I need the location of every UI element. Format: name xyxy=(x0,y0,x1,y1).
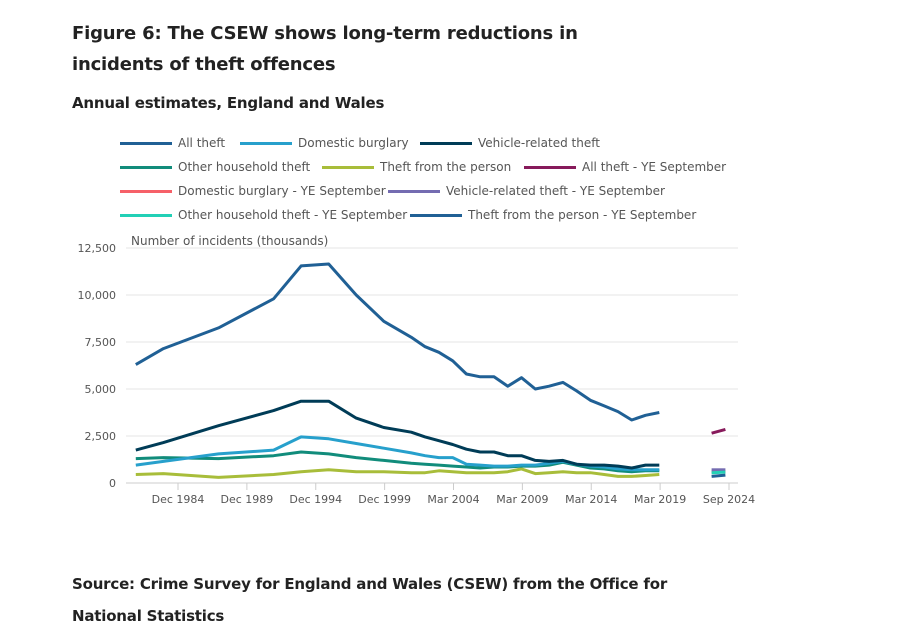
legend-label: Theft from the person - YE September xyxy=(468,208,697,222)
x-tick-label: Dec 1984 xyxy=(152,493,205,506)
x-tick-label: Sep 2024 xyxy=(703,493,755,506)
y-tick-label: 0 xyxy=(109,477,116,490)
figure-title: Figure 6: The CSEW shows long-term reduc… xyxy=(72,23,578,75)
x-tick-label: Dec 1994 xyxy=(289,493,342,506)
legend-item-all-theft-ye-september[interactable]: All theft - YE September xyxy=(524,157,726,177)
y-tick-label: 5,000 xyxy=(85,383,117,396)
x-axis: Dec 1984 Dec 1989 Dec 1994 Dec 1999 Mar 2004… xyxy=(152,483,755,506)
legend-label: Vehicle-related theft xyxy=(478,136,600,150)
legend-row: Other household theft - YE September The… xyxy=(120,205,760,229)
series-line-all-theft xyxy=(135,262,660,422)
series-line-theft-from-the-person-ye-september xyxy=(711,473,726,478)
legend-item-domestic-burglary[interactable]: Domestic burglary xyxy=(240,133,409,153)
y-axis-label: Number of incidents (thousands) xyxy=(131,234,328,248)
legend-label: Other household theft xyxy=(178,160,311,174)
legend-swatch xyxy=(120,213,172,217)
x-tick-label: Mar 2009 xyxy=(496,493,548,506)
legend-item-theft-from-the-person-ye-september[interactable]: Theft from the person - YE September xyxy=(410,205,696,225)
legend-swatch xyxy=(524,165,576,169)
legend-label: Theft from the person xyxy=(380,160,512,174)
legend-swatch xyxy=(410,213,462,217)
y-tick-label: 7,500 xyxy=(85,336,117,349)
y-axis: 0 2,500 5,000 7,500 10,000 12,500 xyxy=(78,242,117,490)
chart-legend: All theft Domestic burglary Vehicle-rela… xyxy=(120,133,760,229)
gridlines xyxy=(126,247,738,484)
legend-row: All theft Domestic burglary Vehicle-rela… xyxy=(120,133,760,157)
legend-item-theft-from-the-person[interactable]: Theft from the person xyxy=(322,157,511,177)
legend-swatch xyxy=(420,141,472,145)
legend-swatch xyxy=(120,165,172,169)
legend-label: All theft xyxy=(178,136,226,150)
legend-item-vehicle-related-theft-ye-september[interactable]: Vehicle-related theft - YE September xyxy=(388,181,665,201)
legend-item-other-household-theft-ye-september[interactable]: Other household theft - YE September xyxy=(120,205,407,225)
legend-label: Domestic burglary xyxy=(298,136,409,150)
legend-row: Domestic burglary - YE September Vehicle… xyxy=(120,181,760,205)
legend-label: Other household theft - YE September xyxy=(178,208,408,222)
y-tick-label: 12,500 xyxy=(78,242,117,255)
legend-item-all-theft[interactable]: All theft xyxy=(120,133,225,153)
series-line-domestic-burglary xyxy=(135,435,660,472)
series-line-vehicle-related-theft xyxy=(135,399,660,470)
series-line-other-household-theft-ye-september xyxy=(711,470,726,475)
source-note: Source: Crime Survey for England and Wal… xyxy=(72,575,668,625)
x-tick-label: Mar 2014 xyxy=(565,493,617,506)
y-tick-label: 10,000 xyxy=(78,289,117,302)
legend-swatch xyxy=(120,189,172,193)
series-lines xyxy=(135,262,726,479)
legend-item-vehicle-related-theft[interactable]: Vehicle-related theft xyxy=(420,133,600,153)
x-tick-label: Dec 1989 xyxy=(220,493,273,506)
series-line-all-theft-ye-september xyxy=(711,427,726,435)
legend-label: Domestic burglary - YE September xyxy=(178,184,386,198)
y-tick-label: 2,500 xyxy=(85,430,117,443)
figure-subtitle: Annual estimates, England and Wales xyxy=(72,94,385,112)
legend-swatch xyxy=(120,141,172,145)
legend-item-domestic-burglary-ye-september[interactable]: Domestic burglary - YE September xyxy=(120,181,386,201)
series-line-other-household-theft xyxy=(135,450,660,474)
legend-swatch xyxy=(240,141,292,145)
legend-swatch xyxy=(388,189,440,193)
x-tick-label: Mar 2004 xyxy=(427,493,479,506)
x-tick-label: Mar 2019 xyxy=(634,493,686,506)
series-line-theft-from-the-person xyxy=(135,467,660,479)
legend-item-other-household-theft[interactable]: Other household theft xyxy=(120,157,310,177)
x-tick-label: Dec 1999 xyxy=(358,493,411,506)
legend-row: Other household theft Theft from the per… xyxy=(120,157,760,181)
legend-swatch xyxy=(322,165,374,169)
legend-label: Vehicle-related theft - YE September xyxy=(446,184,665,198)
legend-label: All theft - YE September xyxy=(582,160,727,174)
